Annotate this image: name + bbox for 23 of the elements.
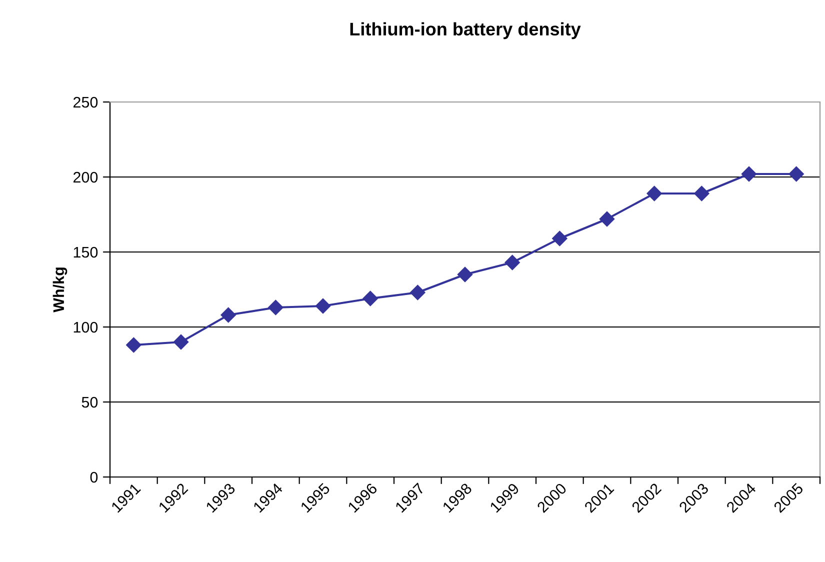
point [788,166,804,182]
point [552,230,568,246]
y-tick-label: 250 [73,96,98,108]
point [741,166,757,182]
y-tick-label: 0 [90,472,98,483]
y-tick-label: 100 [74,322,98,333]
y-axis-title: Wh/kg [52,268,68,312]
y-tick-label: 200 [73,172,98,183]
point [599,211,615,227]
point [126,337,142,353]
chart-title: Lithium-ion battery density [350,22,581,40]
point [268,300,284,316]
point [457,266,473,282]
point [220,307,236,323]
point [173,334,189,350]
point [410,284,426,300]
y-tick-label: 50 [82,396,98,408]
point [504,254,520,270]
y-tick-label: 150 [74,246,98,258]
point [315,298,331,314]
point [694,186,710,202]
point [646,186,662,202]
point [362,290,378,306]
